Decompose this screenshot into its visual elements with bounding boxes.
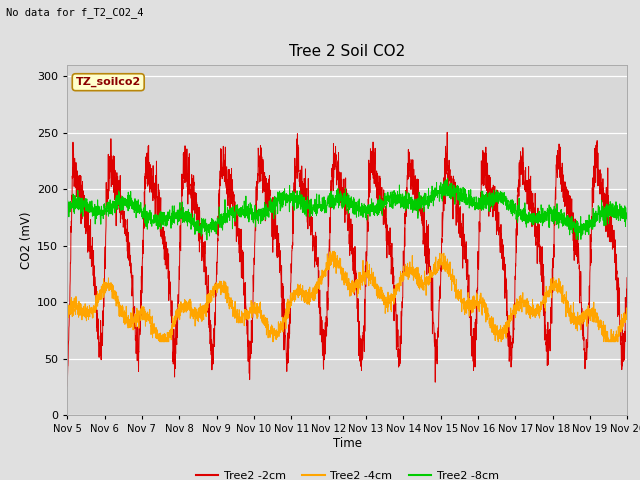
Tree2 -4cm	[156, 339, 163, 345]
Title: Tree 2 Soil CO2: Tree 2 Soil CO2	[289, 45, 405, 60]
Line: Tree2 -2cm: Tree2 -2cm	[67, 132, 627, 386]
Tree2 -2cm	[444, 130, 451, 135]
Line: Tree2 -4cm: Tree2 -4cm	[67, 252, 627, 342]
Text: No data for f_T2_CO2_4: No data for f_T2_CO2_4	[6, 7, 144, 18]
Tree2 -4cm	[63, 301, 71, 307]
Tree2 -2cm	[278, 298, 286, 304]
Tree2 -4cm	[161, 331, 168, 336]
Tree2 -4cm	[326, 249, 334, 254]
Tree2 -8cm	[552, 213, 560, 219]
Tree2 -8cm	[444, 175, 451, 181]
Tree2 -4cm	[552, 288, 560, 294]
Tree2 -8cm	[127, 198, 135, 204]
Tree2 -8cm	[203, 237, 211, 243]
Tree2 -2cm	[127, 262, 135, 268]
Tree2 -2cm	[302, 193, 310, 199]
Tree2 -2cm	[552, 176, 560, 182]
Tree2 -8cm	[63, 205, 71, 211]
Tree2 -2cm	[612, 270, 620, 276]
Tree2 -8cm	[623, 217, 631, 223]
Tree2 -4cm	[278, 322, 286, 328]
Tree2 -8cm	[161, 217, 168, 223]
Tree2 -2cm	[63, 384, 71, 389]
Text: TZ_soilco2: TZ_soilco2	[76, 77, 141, 87]
Y-axis label: CO2 (mV): CO2 (mV)	[20, 211, 33, 269]
Tree2 -8cm	[612, 212, 620, 217]
Tree2 -4cm	[623, 309, 631, 314]
Legend: Tree2 -2cm, Tree2 -4cm, Tree2 -8cm: Tree2 -2cm, Tree2 -4cm, Tree2 -8cm	[191, 466, 503, 480]
Tree2 -2cm	[623, 275, 631, 280]
Tree2 -4cm	[127, 324, 135, 330]
Tree2 -8cm	[303, 198, 310, 204]
Tree2 -4cm	[612, 333, 620, 338]
Line: Tree2 -8cm: Tree2 -8cm	[67, 178, 627, 240]
X-axis label: Time: Time	[333, 437, 362, 450]
Tree2 -4cm	[303, 288, 310, 293]
Tree2 -8cm	[278, 204, 286, 209]
Tree2 -2cm	[161, 256, 168, 262]
